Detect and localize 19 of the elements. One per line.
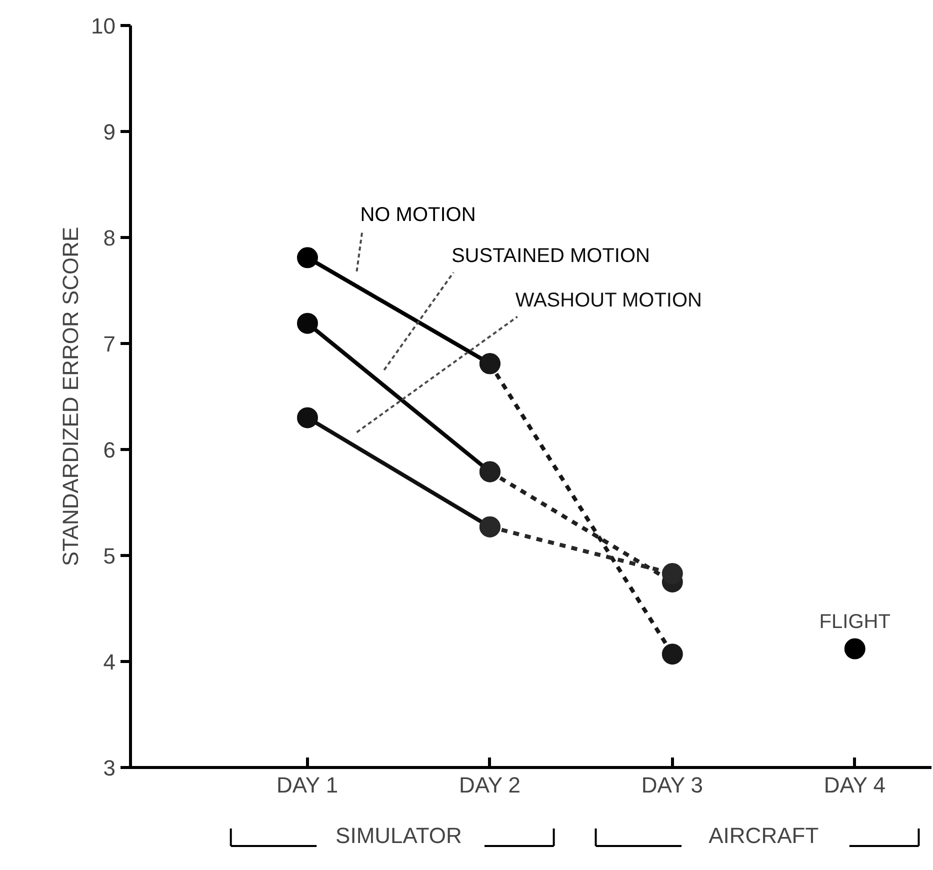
annotation: FLIGHT	[819, 610, 890, 633]
x-tick-label: DAY 2	[458, 772, 521, 798]
x-tick-label: DAY 4	[824, 772, 886, 798]
x-tick-label: DAY 1	[276, 772, 338, 798]
y-tick-label: 9	[103, 120, 116, 144]
text: WASHOUT MOTION	[515, 289, 702, 312]
y-tick-label: 7	[103, 332, 116, 356]
y-tick-label: 3	[103, 756, 116, 780]
y-tick-label: 6	[103, 438, 116, 462]
text: SUSTAINED MOTION	[451, 245, 650, 268]
y-tick-label: 8	[103, 226, 116, 250]
x-tick-label: DAY 3	[641, 772, 703, 798]
text: NO MOTION	[360, 204, 476, 226]
y-tick-label: 10	[91, 14, 116, 38]
text: AIRCRAFT	[708, 823, 819, 848]
y-tick-label: 4	[103, 650, 116, 674]
y-axis-title: STANDARDIZED ERROR SCORE	[58, 226, 84, 566]
y-tick-label: 5	[103, 544, 116, 568]
text: SIMULATOR	[336, 823, 462, 848]
